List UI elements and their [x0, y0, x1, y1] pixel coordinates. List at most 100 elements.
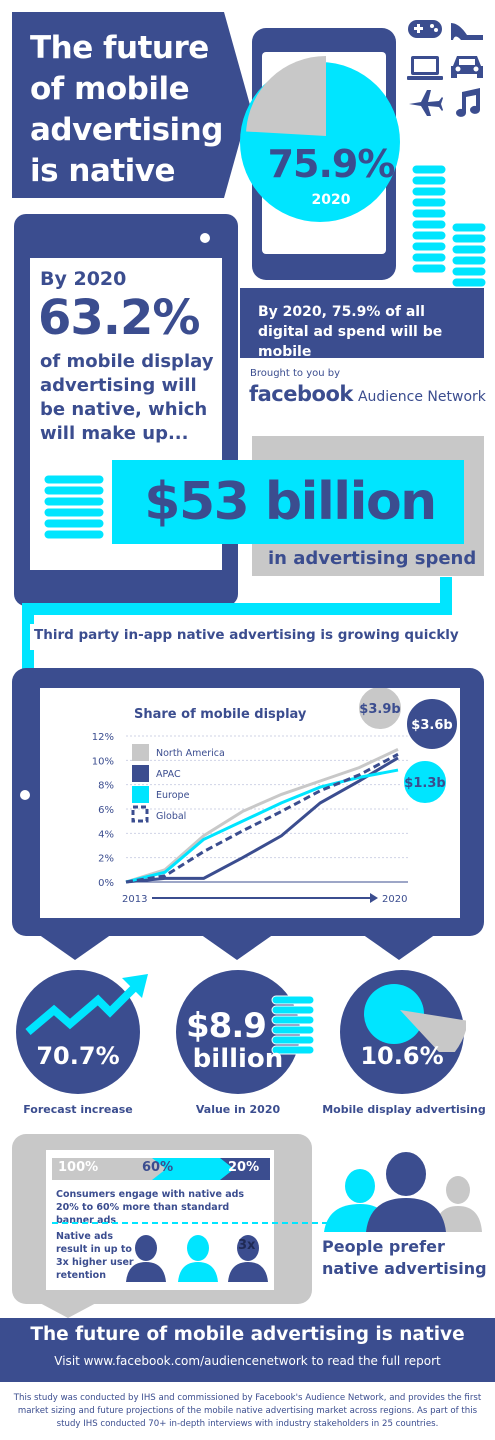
y-tick-label: 12% — [92, 732, 114, 743]
coin — [271, 1015, 315, 1025]
facebook-wordmark: facebook — [249, 382, 353, 406]
retention-text: Native ads result in up to 3x higher use… — [56, 1230, 134, 1282]
chart-title: Share of mobile display — [134, 707, 307, 722]
value-bubble-label: $1.3b — [404, 776, 445, 791]
retention-line: retention — [56, 1270, 106, 1281]
coin — [451, 255, 487, 266]
amount-box — [112, 460, 464, 544]
retention-multiplier: 3x — [238, 1238, 256, 1253]
prefer-text: People prefer native advertising — [322, 1236, 487, 1280]
coin — [271, 1045, 315, 1055]
laptop-icon — [407, 56, 443, 80]
native-percent: 63.2% — [38, 290, 201, 346]
hero-title-line: is native — [30, 153, 176, 189]
prefer-line: People prefer — [322, 1237, 445, 1256]
hero-title: The future of mobile advertising is nati… — [30, 28, 230, 192]
prefer-line: native advertising — [322, 1259, 487, 1278]
coin — [451, 277, 487, 288]
footer-headline: The future of mobile advertising is nati… — [30, 1324, 465, 1345]
bar-label-100: 100% — [58, 1160, 99, 1175]
growth-headline: Third party in-app native advertising is… — [34, 627, 459, 643]
stat-value-unit: billion — [192, 1044, 284, 1074]
y-tick-label: 4% — [98, 829, 114, 840]
native-description-line: will make up... — [40, 423, 189, 444]
legend-swatch — [132, 786, 149, 803]
coin — [43, 507, 105, 518]
legend-label: APAC — [156, 769, 181, 780]
stat-value-amount: $8.9 — [186, 1006, 267, 1046]
growth-headline-bg — [30, 624, 454, 650]
pie-slice-other — [246, 56, 326, 136]
native-description-line: advertising will — [40, 375, 197, 396]
coin-stack-icon — [43, 474, 105, 540]
person-icon — [126, 1235, 166, 1282]
native-description: of mobile display advertising will be na… — [40, 350, 230, 446]
value-bubble-label: $3.9b — [359, 702, 400, 717]
engagement-bar — [52, 1158, 270, 1180]
footer-visit-link[interactable]: Visit www.facebook.com/audiencenetwork t… — [54, 1354, 441, 1368]
series-line-north-america — [125, 748, 399, 884]
footer-note: This study was conducted by IHS and comm… — [13, 1393, 482, 1429]
facebook-audience-network-logo: facebook Audience Network — [249, 382, 486, 406]
value-bubble — [402, 759, 448, 805]
coin — [451, 222, 487, 233]
y-tick-label: 10% — [92, 756, 114, 767]
coin — [411, 241, 447, 252]
legend-label: North America — [156, 748, 225, 759]
person-icon — [178, 1235, 218, 1282]
native-phone-camera — [200, 233, 210, 243]
coin — [411, 252, 447, 263]
coin — [451, 244, 487, 255]
native-description-line: be native, which — [40, 399, 208, 420]
value-bubble — [357, 688, 403, 731]
brought-to-you: Brought to you by — [250, 368, 341, 379]
coin — [411, 164, 447, 175]
legend-label: Europe — [156, 790, 190, 801]
native-description-line: of mobile display — [40, 351, 214, 372]
share-chart: Share of mobile display 0% 2% 4% 6% 8% 10% 12% 2… — [92, 688, 459, 905]
stat-forecast-label: Forecast increase — [23, 1103, 133, 1116]
coin — [411, 175, 447, 186]
y-tick-label: 6% — [98, 805, 114, 816]
coin — [43, 518, 105, 529]
legend-swatch — [131, 805, 149, 823]
coin — [271, 1035, 315, 1045]
stat-circle-forecast — [16, 970, 140, 1094]
coin — [411, 263, 447, 274]
pie-slice-display — [400, 1010, 466, 1052]
coin — [43, 485, 105, 496]
native-by-year: By 2020 — [40, 268, 127, 290]
audience-network-label: Audience Network — [357, 389, 486, 405]
engagement-pointer — [38, 1302, 98, 1318]
gamepad-icon — [408, 20, 442, 38]
coin — [411, 208, 447, 219]
amount-subtitle: in advertising spend — [268, 548, 477, 569]
engagement-divider — [52, 1222, 330, 1224]
footer-banner — [0, 1318, 495, 1382]
value-bubble-label: $3.6b — [411, 718, 452, 733]
connector-line — [22, 577, 452, 685]
coin — [43, 474, 105, 485]
retention-line: result in up to — [56, 1244, 132, 1255]
tablet-button — [20, 790, 30, 800]
retention-line: 3x higher user — [56, 1257, 134, 1268]
trend-up-icon — [25, 974, 148, 1036]
value-bubble — [405, 697, 459, 751]
hero-percent: 75.9% — [267, 142, 396, 186]
engagement-text: Consumers engage with native ads 20% to … — [56, 1189, 245, 1226]
y-tick-label: 0% — [98, 878, 114, 889]
tablet-chevrons — [38, 934, 436, 960]
hero-caption: By 2020, 75.9% of all digital ad spend w… — [258, 304, 443, 360]
person-icon — [228, 1235, 268, 1282]
legend-swatch — [132, 765, 149, 782]
y-tick-label: 8% — [98, 781, 114, 792]
x-tick-label: 2013 — [122, 894, 147, 905]
coin — [271, 995, 315, 1005]
coin — [411, 219, 447, 230]
coin — [411, 197, 447, 208]
coin — [411, 186, 447, 197]
music-note-icon — [456, 88, 480, 117]
hero-caption-box — [240, 288, 484, 358]
coin-stack-icon — [411, 164, 487, 288]
coin — [451, 233, 487, 244]
